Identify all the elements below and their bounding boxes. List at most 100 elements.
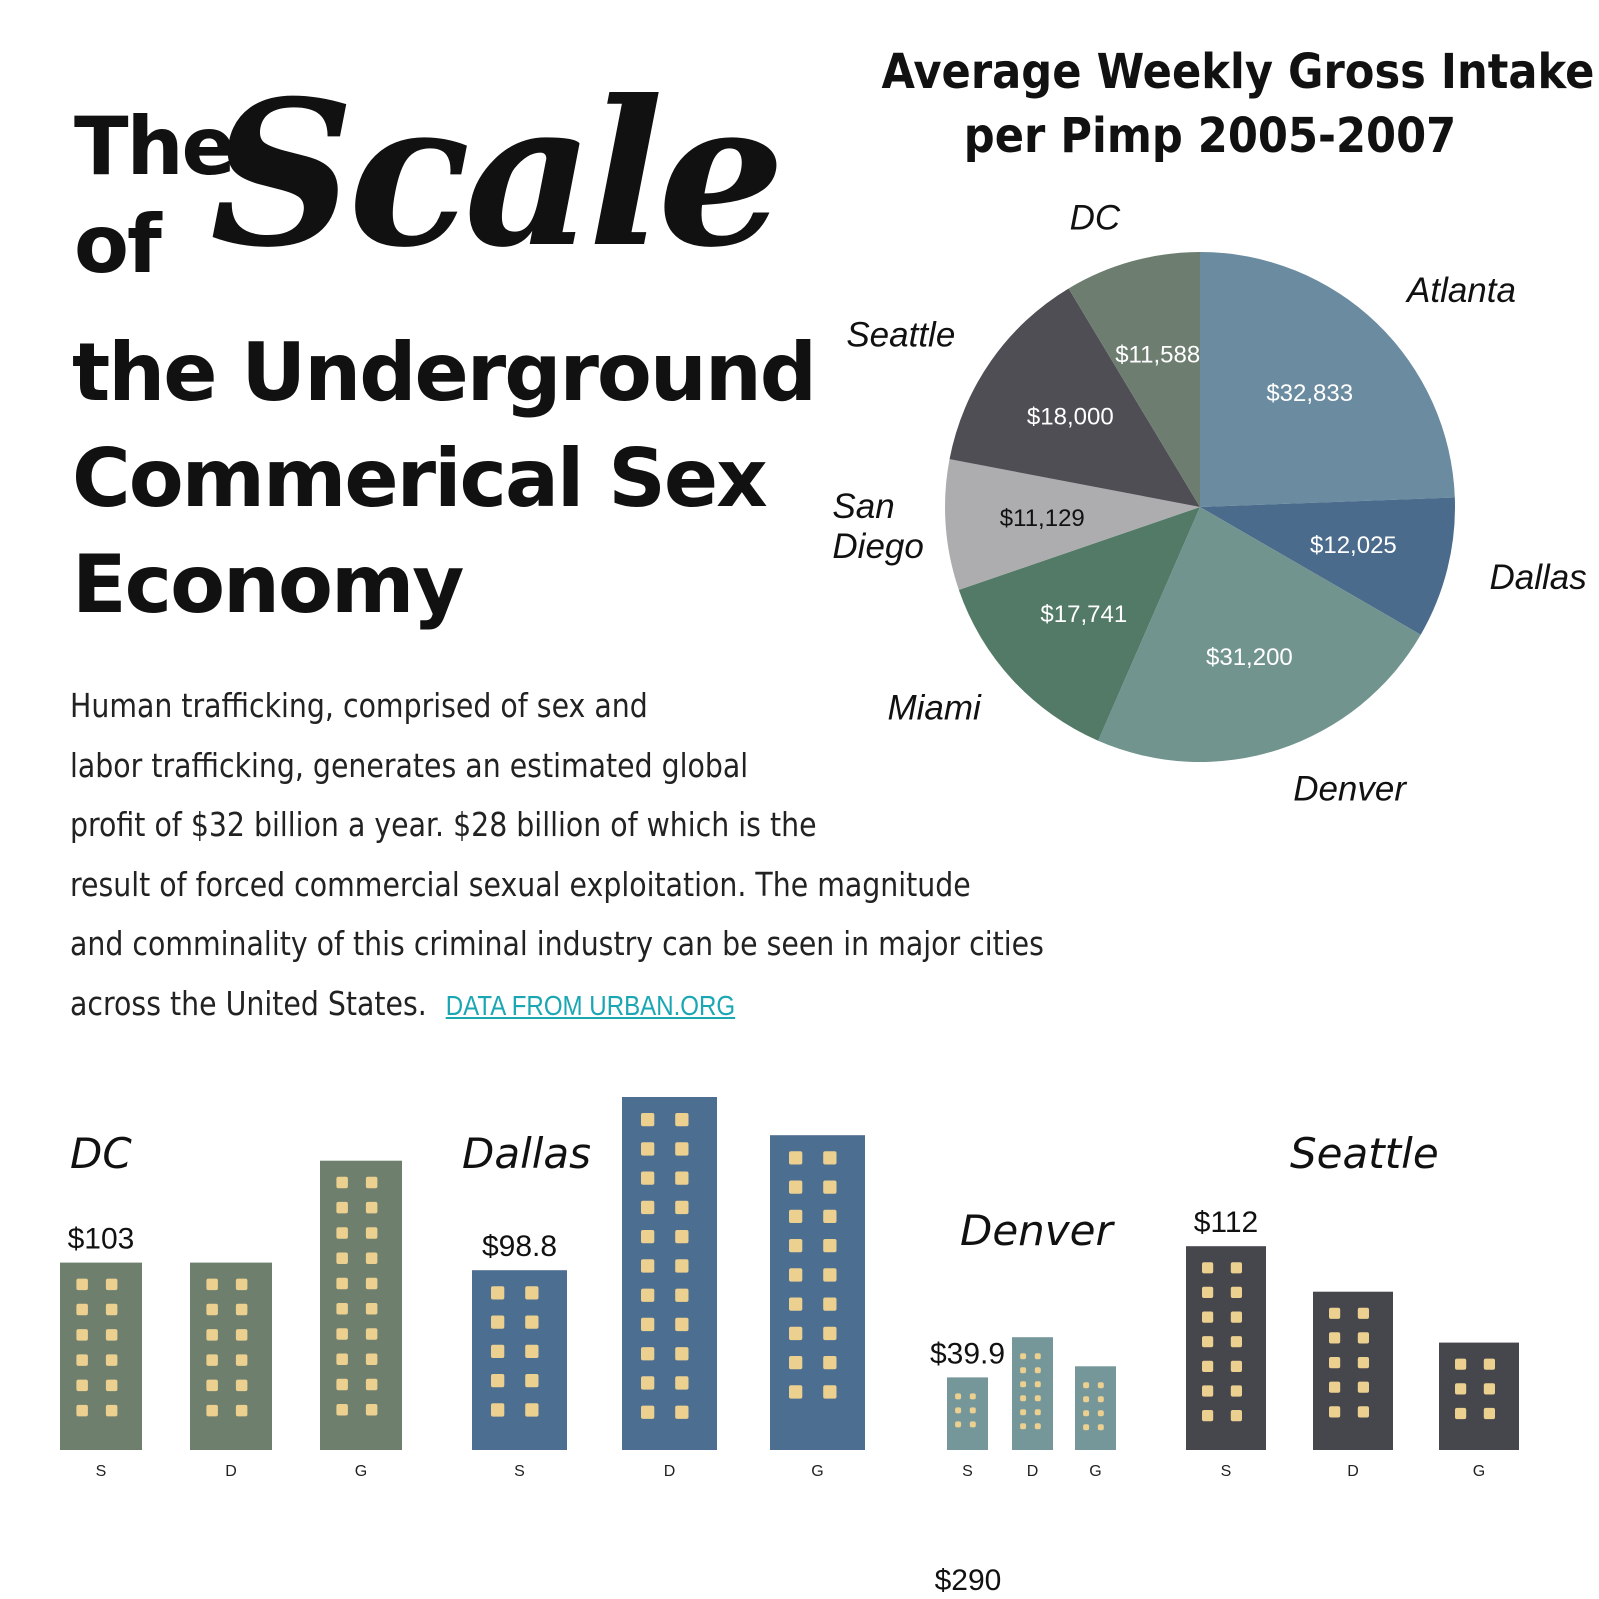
headline-line-underground: the Underground: [72, 326, 817, 419]
building-window: [641, 1405, 655, 1419]
building-window: [1034, 1367, 1041, 1374]
building-window: [641, 1376, 655, 1390]
building-window: [1230, 1286, 1242, 1298]
building-window: [823, 1151, 837, 1165]
building-window: [1202, 1311, 1214, 1323]
bar-building: [770, 1135, 865, 1450]
source-link[interactable]: DATA FROM URBAN.ORG: [445, 989, 736, 1021]
pie-slice-atlanta: [1200, 252, 1455, 507]
bar-group-title: DC: [70, 1129, 132, 1178]
pie-value-label: $12,025: [1310, 532, 1397, 559]
building-window: [823, 1326, 837, 1341]
building-window: [641, 1259, 655, 1273]
building-window: [1202, 1385, 1214, 1397]
building-window: [641, 1288, 655, 1302]
building-window: [1097, 1396, 1104, 1403]
pie-category-label: Seattle: [846, 315, 955, 354]
building-window: [365, 1303, 378, 1315]
building-window: [1483, 1358, 1495, 1370]
bar-category-label: D: [1027, 1463, 1039, 1480]
bar-building: [320, 1160, 402, 1450]
building-window: [641, 1347, 655, 1361]
building-window: [675, 1317, 689, 1332]
building-window: [1357, 1357, 1369, 1369]
bar-category-label: G: [1473, 1463, 1485, 1480]
building-window: [675, 1200, 689, 1215]
building-window: [789, 1268, 803, 1282]
building-window: [336, 1176, 348, 1189]
bar-building: [190, 1262, 272, 1450]
building-window: [1483, 1407, 1495, 1420]
building-window: [641, 1200, 655, 1215]
building-window: [206, 1278, 218, 1291]
pie-value-label: $11,588: [1115, 342, 1200, 369]
pie-slice-denver: [1098, 507, 1421, 763]
building-window: [235, 1379, 248, 1392]
building-window: [365, 1176, 378, 1189]
bar-building: [1439, 1342, 1519, 1450]
bar-category-label: G: [811, 1463, 823, 1480]
building-window: [1230, 1360, 1242, 1372]
building-window: [675, 1259, 689, 1273]
building-window: [206, 1404, 218, 1417]
building-window: [1202, 1262, 1214, 1274]
bar-building: [1012, 1337, 1053, 1450]
building-window: [491, 1403, 505, 1417]
building-window: [1357, 1381, 1369, 1393]
bar-group-denver: Denver S $39.9 D G: [930, 1206, 1116, 1480]
building-window: [76, 1379, 88, 1392]
description-line: labor trafficking, generates an estimate…: [70, 745, 749, 785]
building-window: [105, 1278, 118, 1291]
description: Human trafficking, comprised of sex and …: [70, 676, 1050, 1035]
building-window: [641, 1230, 655, 1244]
building-window: [1230, 1262, 1242, 1274]
pie-slice-miami: [958, 507, 1200, 741]
pie-chart-title: Average Weekly Gross Intake per Pimp 200…: [881, 40, 1595, 168]
bar-value-label: $103: [68, 1223, 135, 1256]
building-window: [1202, 1336, 1214, 1348]
building-window: [525, 1344, 539, 1358]
building-window: [675, 1405, 689, 1419]
description-line: profit of $32 billion a year. $28 billio…: [70, 805, 817, 844]
pie-title-line-1: Average Weekly Gross Intake: [881, 44, 1595, 100]
building-window: [641, 1113, 655, 1127]
building-window: [823, 1356, 837, 1370]
building-window: [1357, 1406, 1369, 1418]
building-window: [955, 1393, 962, 1400]
bar-building: [622, 1097, 717, 1450]
building-window: [1020, 1367, 1027, 1374]
building-window: [1083, 1396, 1090, 1403]
bar-value-label: $98.8: [482, 1230, 557, 1263]
next-section-value: $290: [935, 1564, 1002, 1597]
pie-category-label: DC: [1070, 199, 1121, 238]
building-window: [955, 1421, 962, 1428]
building-window: [1020, 1381, 1027, 1388]
building-window: [206, 1329, 218, 1341]
building-window: [1034, 1353, 1041, 1360]
pie-value-label: $31,200: [1206, 644, 1293, 671]
bar-building: [1075, 1366, 1116, 1450]
bar-building: [1313, 1291, 1393, 1450]
building-window: [105, 1404, 118, 1417]
pie-category-label: Denver: [1293, 769, 1407, 808]
headline-the: The: [74, 100, 236, 193]
bar-category-label: D: [1347, 1463, 1359, 1480]
building-window: [789, 1151, 803, 1165]
building-window: [1097, 1410, 1104, 1417]
building-window: [1202, 1410, 1214, 1422]
building-window: [789, 1326, 803, 1341]
pie-slice-seattle: [949, 288, 1200, 507]
building-window: [641, 1171, 655, 1185]
headline-line-commerical-sex: Commerical Sex: [72, 432, 768, 525]
building-window: [76, 1329, 88, 1341]
building-window: [491, 1344, 505, 1358]
pie-category-label: San Diego: [832, 487, 923, 566]
building-window: [1455, 1358, 1467, 1370]
building-window: [823, 1180, 837, 1194]
building-window: [365, 1353, 378, 1365]
building-window: [525, 1286, 539, 1300]
description-line-text: across the United States.: [70, 983, 427, 1023]
building-window: [365, 1378, 378, 1391]
description-line-last: across the United States. DATA FROM URBAN…: [70, 974, 1050, 1036]
